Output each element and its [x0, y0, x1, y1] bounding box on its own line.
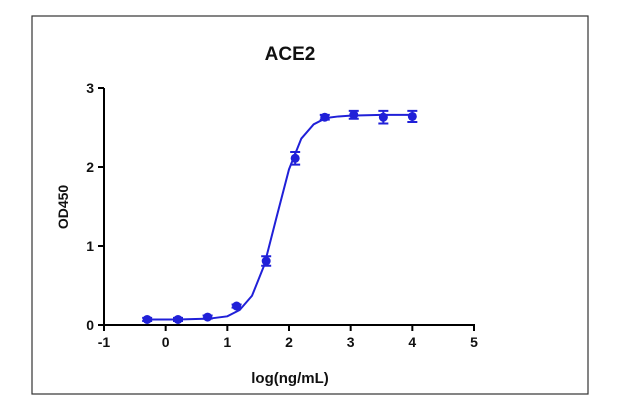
data-point [142, 314, 152, 324]
x-axis-label: log(ng/mL) [251, 370, 328, 387]
data-point [203, 312, 213, 322]
x-tick-label: 2 [285, 334, 293, 350]
data-point [173, 314, 183, 324]
data-point [290, 153, 300, 163]
data-point [261, 256, 271, 266]
frame [31, 15, 589, 395]
y-tick-label: 0 [86, 317, 94, 333]
fit-curve [147, 113, 413, 321]
x-tick-label: 1 [223, 334, 231, 350]
x-tick-label: 3 [347, 334, 355, 350]
y-tick-label: 1 [86, 238, 94, 254]
y-tick-label: 3 [86, 80, 94, 96]
chart-title: ACE2 [265, 44, 316, 65]
data-point [349, 110, 359, 120]
data-point [320, 112, 330, 122]
y-tick-label: 2 [86, 159, 94, 175]
x-tick-label: 4 [408, 334, 416, 350]
data-point [232, 301, 242, 311]
x-tick-label: 0 [162, 334, 170, 350]
y-axis-label: OD450 [55, 185, 71, 230]
x-tick-label: -1 [98, 334, 111, 350]
x-tick-label: 5 [470, 334, 478, 350]
data-point [378, 112, 388, 122]
data-point [407, 111, 417, 121]
